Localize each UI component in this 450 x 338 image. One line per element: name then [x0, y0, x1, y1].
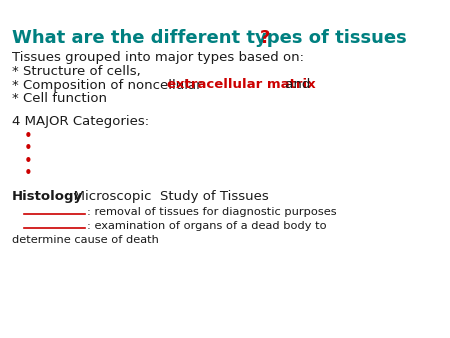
Text: Histology: Histology	[12, 190, 83, 203]
Text: : removal of tissues for diagnostic purposes: : removal of tissues for diagnostic purp…	[87, 207, 337, 217]
Text: •: •	[24, 166, 33, 182]
Text: •: •	[24, 154, 33, 169]
Text: : Microscopic  Study of Tissues: : Microscopic Study of Tissues	[65, 190, 269, 203]
Text: •: •	[24, 141, 33, 156]
Text: Tissues grouped into major types based on:: Tissues grouped into major types based o…	[12, 50, 304, 64]
Text: : examination of organs of a dead body to: : examination of organs of a dead body t…	[87, 221, 327, 231]
Text: * Structure of cells,: * Structure of cells,	[12, 65, 141, 77]
Text: * Composition of noncellular: * Composition of noncellular	[12, 78, 206, 92]
Text: •: •	[24, 128, 33, 144]
Text: ?: ?	[260, 29, 270, 47]
Text: and: and	[281, 78, 310, 92]
Text: determine cause of death: determine cause of death	[12, 235, 159, 245]
Text: * Cell function: * Cell function	[12, 93, 107, 105]
Text: 4 MAJOR Categories:: 4 MAJOR Categories:	[12, 115, 149, 128]
Text: extracellular matrix: extracellular matrix	[167, 78, 316, 92]
Text: What are the different types of tissues: What are the different types of tissues	[12, 29, 407, 47]
Text: BIOL 2010 Human Anatomy & Physiology I: BIOL 2010 Human Anatomy & Physiology I	[7, 5, 239, 15]
